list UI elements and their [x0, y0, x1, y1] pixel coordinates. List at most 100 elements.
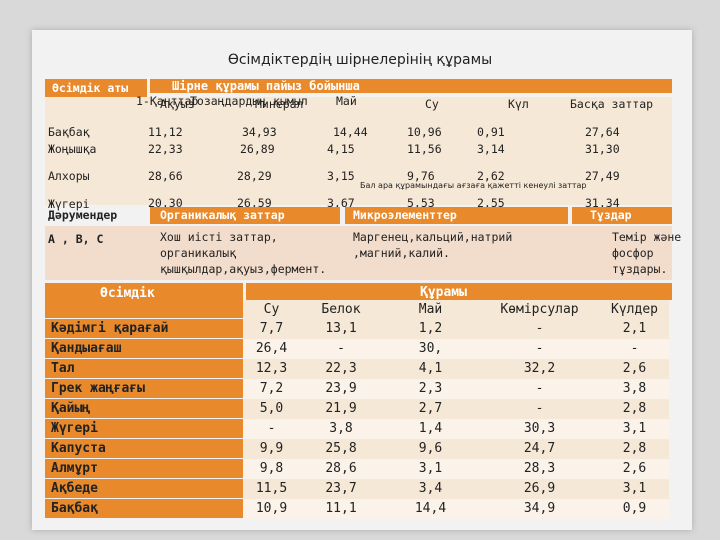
value-cell: 34,9: [479, 498, 600, 519]
value-cell: 9,9: [243, 438, 300, 459]
cell: 26,59: [237, 196, 272, 210]
plant-name-header-cell: [45, 79, 147, 97]
cell: 20,30: [148, 196, 183, 210]
value-cell: 3,1: [600, 478, 669, 499]
cell: 31,34: [585, 196, 620, 210]
value-cell: 2,3: [382, 378, 479, 399]
plant-name: Капуста: [45, 438, 243, 459]
value-cell: -: [479, 398, 600, 419]
cell: 3,15: [327, 169, 355, 183]
sub-header-water: Су: [425, 97, 439, 111]
organic-line: қышқылдар,ақуыз,фермент.: [160, 262, 327, 276]
plant-name: Ақбеде: [45, 478, 243, 499]
value-cell: 3,4: [382, 478, 479, 499]
cell: 31,30: [585, 142, 620, 156]
table-row: Бақбақ 10,9 11,1 14,4 34,9 0,9: [45, 498, 669, 519]
cell: 3,14: [477, 142, 505, 156]
sub-header-mineral: Минерал: [255, 97, 304, 111]
value-cell: 14,4: [382, 498, 479, 519]
value-cell: 2,6: [600, 358, 669, 379]
organic-line: органикалық: [160, 246, 237, 260]
bottom-sub-header: Көмірсулар: [479, 300, 600, 319]
value-cell: 12,3: [243, 358, 300, 379]
info-header-micro: Микроэлементтер: [353, 208, 457, 222]
row-name: Бақбақ: [48, 125, 90, 139]
row-name: Алхоры: [48, 169, 90, 183]
micro-line: Маргенец,кальций,натрий: [353, 230, 513, 244]
value-cell: 2,8: [600, 398, 669, 419]
cell: 10,96: [407, 125, 442, 139]
organic-line: Хош иісті заттар,: [160, 230, 278, 244]
value-cell: 2,8: [600, 438, 669, 459]
table-row: Алмұрт 9,8 28,6 3,1 28,3 2,6: [45, 458, 669, 479]
cell: 11,12: [148, 125, 183, 139]
info-header-cell: [150, 207, 340, 224]
table-row: Тал 12,3 22,3 4,1 32,2 2,6: [45, 358, 669, 379]
salts-line: фосфор: [612, 246, 654, 260]
value-cell: 25,8: [300, 438, 382, 459]
plant-name: Жүгері: [45, 418, 243, 439]
cell: 11,56: [407, 142, 442, 156]
cell: 4,15: [327, 142, 355, 156]
group-header: Шірне құрамы пайыз бойынша: [172, 79, 360, 93]
value-cell: 30,: [382, 338, 479, 359]
value-cell: 3,1: [382, 458, 479, 479]
composition-table: Су Белок Май Көмірсулар Күлдер Кәдімгі қараға…: [45, 283, 669, 519]
cell: 26,89: [240, 142, 275, 156]
sub-header-sugars: 1-Қанттар: [136, 94, 199, 108]
value-cell: 7,2: [243, 378, 300, 399]
plant-name: Тал: [45, 358, 243, 379]
group-header-cell: [150, 79, 672, 93]
sub-header-pollen: Тозаңдардың қымыл: [190, 94, 308, 108]
table-row: Капуста 9,9 25,8 9,6 24,7 2,8: [45, 438, 669, 459]
plant-name-header: Өсімдік аты: [52, 81, 129, 95]
plant-name: Қандыағаш: [45, 338, 243, 359]
info-header-cell: [345, 207, 568, 224]
cell: 9,76: [407, 169, 435, 183]
value-cell: 1,2: [382, 319, 479, 339]
value-cell: 24,7: [479, 438, 600, 459]
sub-header-protein: Ақуыз: [160, 97, 195, 111]
value-cell: 11,1: [300, 498, 382, 519]
value-cell: 28,6: [300, 458, 382, 479]
value-cell: 3,8: [300, 418, 382, 439]
table-row: Ақбеде 11,5 23,7 3,4 26,9 3,1: [45, 478, 669, 499]
table-row: Грек жаңғағы 7,2 23,9 2,3-3,8: [45, 378, 669, 399]
micro-line: ,магний,калий.: [353, 246, 450, 260]
value-cell: 2,6: [600, 458, 669, 479]
page-title: Өсімдіктердің шірнелерінің құрамы: [227, 52, 493, 68]
cell: 27,49: [585, 169, 620, 183]
plant-name: Грек жаңғағы: [45, 378, 243, 399]
table-row: Қандыағаш 26,4-30, - -: [45, 338, 669, 359]
bottom-group-header-cell: [246, 283, 672, 300]
value-cell: 5,0: [243, 398, 300, 419]
info-header-salts: Тұздар: [590, 208, 632, 222]
cell: 2,55: [477, 196, 505, 210]
bottom-sub-header: Күлдер: [600, 300, 669, 319]
cell: 28,29: [237, 169, 272, 183]
salts-line: Темір және: [612, 230, 682, 244]
plant-name: Алмұрт: [45, 458, 243, 479]
value-cell: 22,3: [300, 358, 382, 379]
cell: 27,64: [585, 125, 620, 139]
plant-name: Кәдімгі қарағай: [45, 319, 243, 339]
cell: 5,53: [407, 196, 435, 210]
value-cell: 23,7: [300, 478, 382, 499]
info-header-organic: Органикалық заттар: [160, 208, 285, 222]
value-cell: 11,5: [243, 478, 300, 499]
plant-name: Қайың: [45, 398, 243, 419]
sub-header-ash: Күл: [508, 97, 529, 111]
info-header-vitamins: Дәрумендер: [48, 208, 118, 222]
value-cell: 4,1: [382, 358, 479, 379]
value-cell: 21,9: [300, 398, 382, 419]
value-cell: 30,3: [479, 418, 600, 439]
bottom-sub-header: Май: [382, 300, 479, 319]
value-cell: 32,2: [479, 358, 600, 379]
value-cell: 9,8: [243, 458, 300, 479]
value-cell: 13,1: [300, 319, 382, 339]
cell: 28,66: [148, 169, 183, 183]
top-table-body: [45, 97, 672, 205]
value-cell: -: [479, 319, 600, 339]
table-row: Жүгері -3,8 1,4 30,3 3,1: [45, 418, 669, 439]
row-name: Жүгері: [48, 197, 90, 211]
